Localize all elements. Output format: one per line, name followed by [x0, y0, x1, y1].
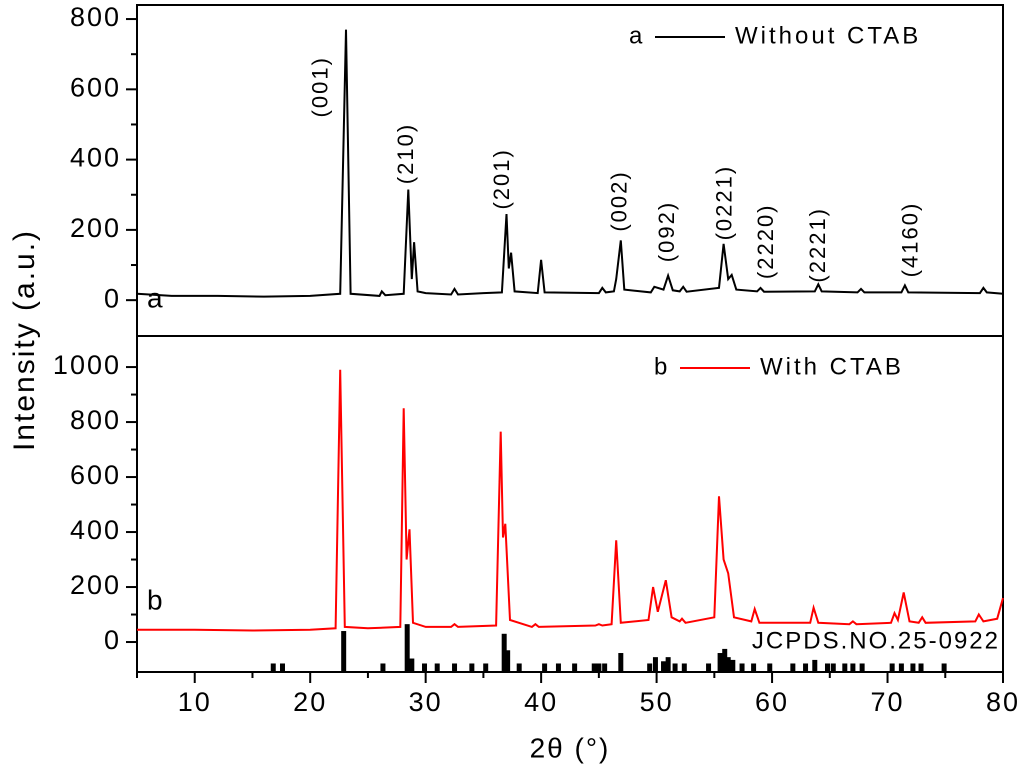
- reference-stick: [452, 663, 458, 672]
- reference-stick: [542, 663, 548, 672]
- reference-stick: [812, 659, 818, 672]
- reference-stick: [602, 663, 608, 672]
- reference-stick: [803, 663, 809, 672]
- reference-stick: [270, 663, 276, 672]
- y-tick-label: 1000: [53, 350, 121, 380]
- reference-stick: [341, 631, 347, 672]
- reference-stick: [505, 650, 511, 672]
- x-axis-label: 2θ (°): [530, 732, 611, 763]
- peak-label: (210): [393, 123, 418, 184]
- reference-stick: [501, 633, 507, 672]
- x-tick-label: 60: [755, 687, 789, 717]
- y-axis-label: Intensity (a.u.): [8, 229, 41, 451]
- reference-stick: [404, 624, 410, 672]
- reference-stick: [730, 659, 736, 672]
- reference-stick: [434, 663, 440, 672]
- reference-stick: [422, 663, 428, 672]
- reference-stick: [859, 663, 865, 672]
- y-tick-label: 800: [70, 2, 121, 32]
- y-tick-label: 0: [104, 283, 121, 313]
- reference-stick: [830, 663, 836, 672]
- x-tick-label: 50: [640, 687, 674, 717]
- x-tick-label: 40: [524, 687, 558, 717]
- reference-stick: [618, 653, 624, 672]
- reference-stick: [661, 661, 667, 672]
- reference-stick: [555, 663, 561, 672]
- plot-frame: [136, 335, 1004, 673]
- reference-stick: [767, 663, 773, 672]
- x-tick-label: 30: [409, 687, 443, 717]
- y-tick-label: 0: [104, 625, 121, 655]
- reference-stick: [717, 653, 723, 672]
- reference-stick: [842, 663, 848, 672]
- series-line: [137, 369, 1004, 632]
- reference-stick: [681, 663, 687, 672]
- peak-label: (201): [489, 148, 514, 209]
- reference-label: JCPDS.NO.25-0922: [752, 627, 1000, 654]
- reference-stick: [572, 663, 578, 672]
- y-tick-label: 400: [70, 143, 121, 173]
- peak-label: (092): [654, 201, 679, 262]
- reference-stick: [941, 663, 947, 672]
- reference-stick: [850, 663, 856, 672]
- legend-label: Without CTAB: [735, 22, 921, 49]
- reference-stick: [516, 663, 522, 672]
- reference-stick: [722, 648, 728, 672]
- y-tick-label: 200: [70, 570, 121, 600]
- peak-label: (4160): [898, 202, 923, 278]
- reference-stick: [380, 663, 386, 672]
- reference-stick: [725, 657, 731, 672]
- peak-label: (2221): [805, 207, 830, 283]
- peak-label: (002): [607, 170, 632, 231]
- reference-stick: [665, 657, 671, 672]
- series-line: [136, 29, 1004, 298]
- x-tick-label: 20: [293, 687, 327, 717]
- y-tick-label: 600: [70, 72, 121, 102]
- reference-stick: [469, 663, 475, 672]
- reference-stick: [751, 663, 757, 672]
- plot-frame: [136, 4, 1004, 337]
- y-tick-label: 600: [70, 460, 121, 490]
- reference-stick: [483, 663, 489, 672]
- reference-stick: [706, 663, 712, 672]
- legend-tag: a: [629, 22, 644, 49]
- reference-stick: [596, 663, 602, 672]
- reference-stick: [409, 658, 415, 672]
- reference-stick: [790, 663, 796, 672]
- reference-stick: [672, 663, 678, 672]
- peak-label: (0221): [712, 165, 737, 241]
- reference-stick: [591, 663, 597, 672]
- reference-stick: [898, 663, 904, 672]
- reference-stick: [739, 663, 745, 672]
- y-tick-label: 200: [70, 213, 121, 243]
- x-tick-label: 10: [178, 687, 212, 717]
- legend-tag: b: [654, 353, 669, 380]
- peak-label: (2220): [753, 203, 778, 279]
- panel-label: a: [147, 282, 165, 313]
- reference-stick: [279, 663, 285, 672]
- x-tick-label: 80: [986, 687, 1020, 717]
- peak-label: (001): [308, 56, 333, 117]
- reference-stick: [824, 663, 830, 672]
- reference-stick: [647, 663, 653, 672]
- legend-label: With CTAB: [760, 353, 904, 380]
- reference-stick: [910, 663, 916, 672]
- panel-label: b: [147, 584, 165, 615]
- y-tick-label: 800: [70, 405, 121, 435]
- x-tick-label: 70: [871, 687, 905, 717]
- reference-stick: [918, 663, 924, 672]
- y-tick-label: 400: [70, 515, 121, 545]
- reference-stick: [652, 657, 658, 672]
- reference-stick: [889, 663, 895, 672]
